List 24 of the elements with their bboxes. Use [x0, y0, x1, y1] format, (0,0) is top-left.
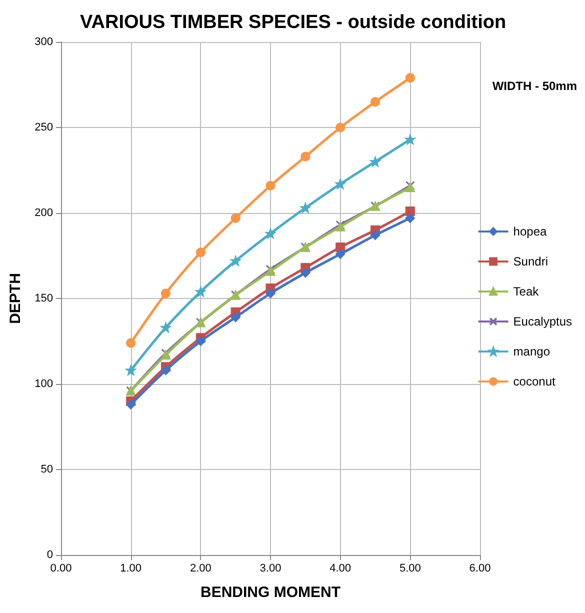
- x-tick-label: 0.00: [50, 562, 72, 574]
- x-tick-label: 1.00: [120, 562, 142, 574]
- chart-title: VARIOUS TIMBER SPECIES - outside condition: [80, 12, 506, 33]
- x-axis-title: BENDING MOMENT: [200, 584, 340, 601]
- legend-label: Eucalyptus: [513, 314, 572, 328]
- x-tick-label: 2.00: [190, 562, 212, 574]
- y-axis-title: DEPTH: [7, 273, 24, 324]
- legend-label: coconut: [513, 374, 556, 388]
- x-tick-label: 4.00: [330, 562, 352, 574]
- y-tick-label: 300: [34, 36, 53, 48]
- y-tick-label: 150: [34, 292, 53, 304]
- y-tick-label: 250: [34, 122, 53, 134]
- y-tick-label: 100: [34, 378, 53, 390]
- y-tick-label: 200: [34, 207, 53, 219]
- text: WIDTH - 50mm: [492, 79, 578, 93]
- y-tick-label: 50: [40, 464, 53, 476]
- y-tick-label: 0: [46, 549, 53, 561]
- legend-label: Sundri: [513, 254, 548, 268]
- x-tick-label: 6.00: [469, 562, 491, 574]
- legend-label: mango: [513, 344, 550, 358]
- x-tick-label: 3.00: [260, 562, 282, 574]
- legend-label: Teak: [513, 284, 540, 298]
- x-tick-label: 5.00: [399, 562, 421, 574]
- legend-label: hopea: [513, 224, 547, 238]
